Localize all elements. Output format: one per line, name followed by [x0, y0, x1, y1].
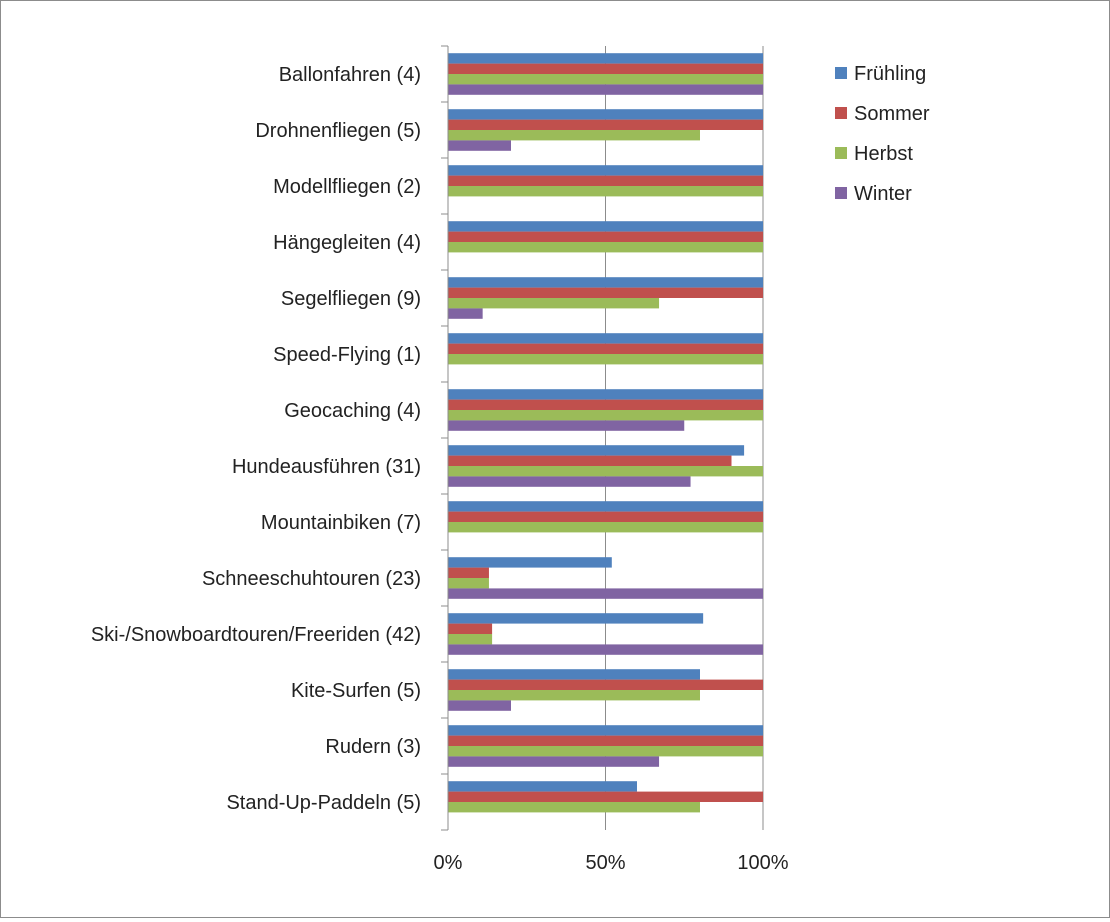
y-axis: [441, 45, 449, 831]
bar-herbst-speed-flying-1: [448, 354, 763, 365]
bar-sommer-kite-surfen-5: [448, 679, 763, 690]
category-label: Drohnenfliegen (5): [255, 120, 421, 142]
legend-label-herbst: Herbst: [854, 143, 913, 165]
legend-swatch-frühling: [835, 67, 847, 79]
bar-herbst-schneeschuhtouren-23: [448, 578, 489, 589]
category-label: Schneeschuhtouren (23): [202, 568, 421, 590]
bar-winter-drohnenfliegen-5: [448, 140, 511, 151]
bar-winter-rudern-3: [448, 756, 660, 767]
bar-sommer-hundeausführen-31: [448, 455, 732, 466]
bar-frühling-mountainbiken-7: [448, 501, 763, 512]
bar-winter-ballonfahren-4: [448, 84, 763, 95]
x-tick-label: 50%: [585, 852, 625, 874]
x-tick-label: 0%: [434, 852, 463, 874]
bar-herbst-rudern-3: [448, 746, 763, 757]
bar-herbst-stand-up-paddeln-5: [448, 802, 700, 813]
bar-sommer-stand-up-paddeln-5: [448, 791, 763, 802]
bar-herbst-ski-snowboardtouren-freeriden-42: [448, 634, 493, 645]
category-label: Hängegleiten (4): [273, 232, 421, 254]
category-label: Hundeausführen (31): [232, 456, 421, 478]
bar-sommer-drohnenfliegen-5: [448, 119, 763, 130]
bar-herbst-ballonfahren-4: [448, 74, 763, 85]
x-tick-label: 100%: [737, 852, 788, 874]
bar-sommer-speed-flying-1: [448, 343, 763, 354]
bar-frühling-geocaching-4: [448, 389, 763, 400]
bar-sommer-modellfliegen-2: [448, 175, 763, 186]
bar-winter-hundeausführen-31: [448, 476, 691, 487]
bar-winter-segelfliegen-9: [448, 308, 483, 319]
bar-herbst-kite-surfen-5: [448, 690, 700, 701]
category-label: Ballonfahren (4): [279, 64, 421, 86]
legend-label-winter: Winter: [854, 183, 912, 205]
bar-frühling-modellfliegen-2: [448, 165, 763, 176]
bar-frühling-schneeschuhtouren-23: [448, 557, 612, 568]
bar-sommer-ballonfahren-4: [448, 63, 763, 74]
legend-swatch-herbst: [835, 147, 847, 159]
bar-winter-kite-surfen-5: [448, 700, 511, 711]
category-label: Speed-Flying (1): [273, 344, 421, 366]
bar-frühling-ski-snowboardtouren-freeriden-42: [448, 613, 704, 624]
bar-sommer-segelfliegen-9: [448, 287, 763, 298]
bar-frühling-segelfliegen-9: [448, 277, 763, 288]
category-label: Geocaching (4): [284, 400, 421, 422]
bar-herbst-modellfliegen-2: [448, 186, 763, 197]
bar-herbst-geocaching-4: [448, 410, 763, 421]
legend-label-frühling: Frühling: [854, 63, 926, 85]
category-label: Kite-Surfen (5): [291, 680, 421, 702]
bar-sommer-ski-snowboardtouren-freeriden-42: [448, 623, 493, 634]
bar-sommer-mountainbiken-7: [448, 511, 763, 522]
bar-frühling-speed-flying-1: [448, 333, 763, 344]
bar-frühling-stand-up-paddeln-5: [448, 781, 637, 792]
bar-winter-ski-snowboardtouren-freeriden-42: [448, 644, 763, 655]
bars: [448, 53, 763, 813]
bar-frühling-ballonfahren-4: [448, 53, 763, 64]
legend-label-sommer: Sommer: [854, 103, 930, 125]
gridlines: [605, 46, 764, 830]
legend-swatch-sommer: [835, 107, 847, 119]
bar-sommer-geocaching-4: [448, 399, 763, 410]
x-axis-ticks: 0% 50% 100%: [434, 852, 789, 874]
bar-frühling-kite-surfen-5: [448, 669, 700, 680]
category-labels: Ballonfahren (4) Drohnenfliegen (5) Modell…: [91, 64, 421, 814]
bar-sommer-hängegleiten-4: [448, 231, 763, 242]
bar-herbst-segelfliegen-9: [448, 298, 660, 309]
bar-herbst-mountainbiken-7: [448, 522, 763, 533]
bar-frühling-hängegleiten-4: [448, 221, 763, 232]
category-label: Modellfliegen (2): [273, 176, 421, 198]
legend: Frühling Sommer Herbst Winter: [835, 63, 930, 205]
bar-sommer-rudern-3: [448, 735, 763, 746]
category-label: Stand-Up-Paddeln (5): [226, 792, 421, 814]
bar-frühling-hundeausführen-31: [448, 445, 745, 456]
bar-winter-schneeschuhtouren-23: [448, 588, 763, 599]
bar-herbst-drohnenfliegen-5: [448, 130, 700, 141]
legend-swatch-winter: [835, 187, 847, 199]
category-label: Segelfliegen (9): [281, 288, 421, 310]
bar-herbst-hundeausführen-31: [448, 466, 763, 477]
bar-frühling-rudern-3: [448, 725, 763, 736]
bar-winter-geocaching-4: [448, 420, 685, 431]
bar-sommer-schneeschuhtouren-23: [448, 567, 489, 578]
category-label: Mountainbiken (7): [261, 512, 421, 534]
category-label: Rudern (3): [325, 736, 421, 758]
category-label: Ski-/Snowboardtouren/Freeriden (42): [91, 624, 421, 646]
bar-frühling-drohnenfliegen-5: [448, 109, 763, 120]
bar-herbst-hängegleiten-4: [448, 242, 763, 253]
